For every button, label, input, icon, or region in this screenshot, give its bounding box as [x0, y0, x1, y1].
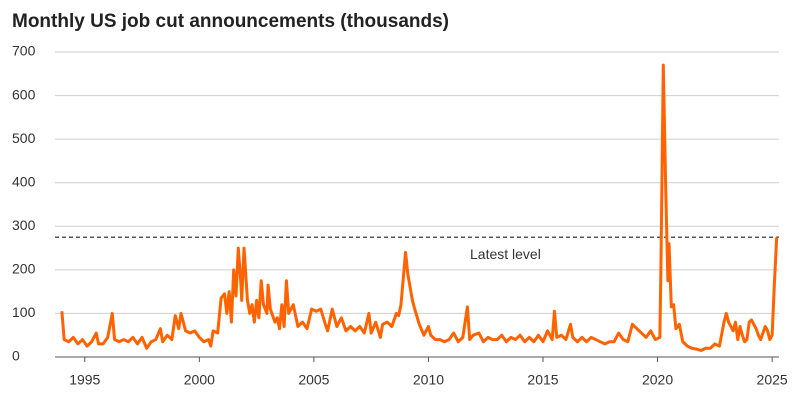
y-tick-label: 100	[12, 304, 36, 320]
y-tick-label: 600	[12, 86, 36, 102]
x-tick-label: 2015	[527, 372, 558, 388]
x-tick-label: 2000	[184, 372, 215, 388]
x-tick-label: 1995	[69, 372, 100, 388]
y-tick-label: 400	[12, 173, 36, 189]
y-tick-label: 0	[12, 348, 20, 364]
x-tick-label: 2005	[298, 372, 329, 388]
y-tick-label: 500	[12, 130, 36, 146]
x-tick-label: 2025	[757, 372, 788, 388]
y-tick-label: 300	[12, 217, 36, 233]
chart-title: Monthly US job cut announcements (thousa…	[12, 11, 449, 32]
y-tick-label: 200	[12, 261, 36, 277]
x-tick-label: 2010	[413, 372, 444, 388]
y-tick-label: 700	[12, 43, 36, 59]
annotation: Latest level	[470, 246, 541, 262]
series-line	[60, 63, 779, 352]
x-tick-label: 2020	[642, 372, 673, 388]
